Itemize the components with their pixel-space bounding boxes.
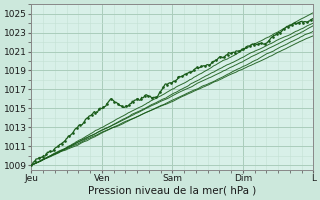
X-axis label: Pression niveau de la mer( hPa ): Pression niveau de la mer( hPa ) bbox=[88, 186, 256, 196]
